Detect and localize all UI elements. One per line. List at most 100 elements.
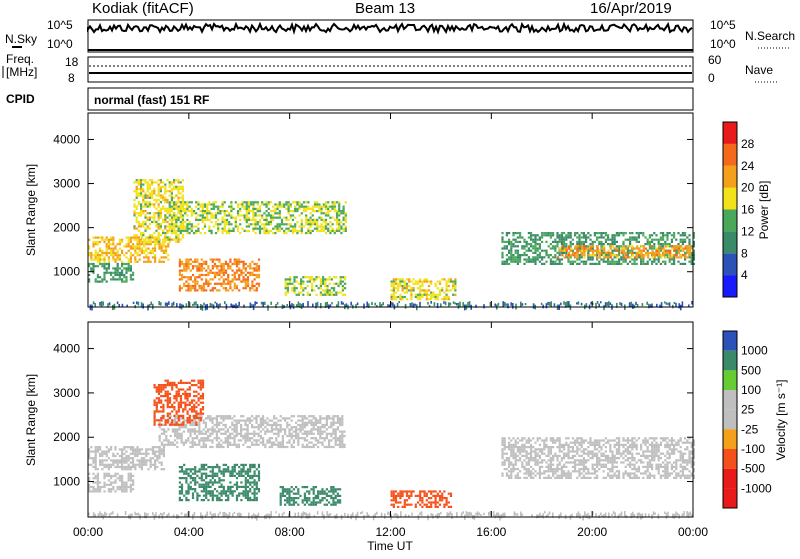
- range-gate-cell: [136, 448, 138, 450]
- range-gate-cell: [186, 228, 188, 230]
- range-gate-cell: [207, 267, 209, 269]
- range-gate-cell: [530, 245, 532, 247]
- range-gate-cell: [147, 201, 149, 203]
- range-gate-cell: [338, 210, 340, 212]
- range-gate-cell: [119, 475, 121, 477]
- range-gate-cell: [136, 451, 138, 453]
- range-gate-cell: [188, 492, 190, 494]
- range-gate-cell: [293, 497, 295, 499]
- range-gate-cell: [103, 490, 105, 492]
- range-gate-cell: [171, 421, 173, 423]
- range-gate-cell: [173, 214, 175, 216]
- range-gate-cell: [625, 252, 627, 254]
- range-gate-cell: [570, 234, 572, 236]
- range-gate-cell: [421, 285, 423, 287]
- range-gate-cell: [240, 281, 242, 283]
- range-gate-cell: [160, 223, 162, 225]
- range-gate-cell: [344, 278, 346, 280]
- range-gate-cell: [397, 296, 399, 298]
- range-gate-cell: [203, 490, 205, 492]
- range-gate-cell: [112, 464, 114, 466]
- ground-scatter-cell: [398, 301, 400, 303]
- range-gate-cell: [232, 263, 234, 265]
- range-gate-cell: [134, 261, 136, 263]
- range-gate-cell: [193, 406, 195, 408]
- range-gate-cell: [583, 263, 585, 265]
- range-gate-cell: [321, 417, 323, 419]
- range-gate-cell: [634, 248, 636, 250]
- range-gate-cell: [150, 459, 152, 461]
- range-gate-cell: [636, 241, 638, 243]
- range-gate-cell: [528, 256, 530, 258]
- range-gate-cell: [641, 252, 643, 254]
- range-gate-cell: [106, 453, 108, 455]
- range-gate-cell: [592, 258, 594, 260]
- range-gate-cell: [568, 245, 570, 247]
- range-gate-cell: [194, 289, 196, 291]
- ground-scatter-cell: [264, 302, 266, 305]
- ground-scatter-cell: [147, 305, 149, 311]
- range-gate-cell: [110, 254, 112, 256]
- range-gate-cell: [201, 468, 203, 470]
- range-gate-cell: [590, 245, 592, 247]
- range-gate-cell: [177, 181, 179, 183]
- range-gate-cell: [130, 457, 132, 459]
- range-gate-cell: [280, 504, 282, 506]
- range-gate-cell: [227, 267, 229, 269]
- range-gate-cell: [556, 243, 558, 245]
- range-gate-cell: [402, 289, 404, 291]
- range-gate-cell: [255, 439, 257, 441]
- range-gate-cell: [136, 241, 138, 243]
- range-gate-cell: [132, 475, 134, 477]
- range-gate-cell: [103, 274, 105, 276]
- range-gate-cell: [121, 477, 123, 479]
- range-gate-cell: [304, 422, 306, 424]
- range-gate-cell: [232, 495, 234, 497]
- range-gate-cell: [254, 278, 256, 280]
- range-gate-cell: [175, 230, 177, 232]
- range-gate-cell: [175, 186, 177, 188]
- range-gate-cell: [243, 470, 245, 472]
- range-gate-cell: [578, 236, 580, 238]
- range-gate-cell: [316, 206, 318, 208]
- range-gate-cell: [92, 466, 94, 468]
- range-gate-cell: [334, 201, 336, 203]
- range-gate-cell: [296, 221, 298, 223]
- range-gate-cell: [221, 492, 223, 494]
- range-gate-cell: [227, 281, 229, 283]
- range-gate-cell: [421, 296, 423, 298]
- range-gate-cell: [140, 212, 142, 214]
- range-gate-cell: [143, 462, 145, 464]
- range-gate-cell: [275, 433, 277, 435]
- range-gate-cell: [169, 236, 171, 238]
- range-gate-cell: [205, 497, 207, 499]
- range-gate-cell: [292, 230, 294, 232]
- range-gate-cell: [271, 426, 273, 428]
- range-gate-cell: [338, 228, 340, 230]
- range-gate-cell: [130, 473, 132, 475]
- range-gate-cell: [290, 230, 292, 232]
- range-gate-cell: [144, 195, 146, 197]
- range-gate-cell: [266, 201, 268, 203]
- range-gate-cell: [248, 203, 250, 205]
- range-gate-cell: [243, 486, 245, 488]
- range-gate-cell: [240, 470, 242, 472]
- range-gate-cell: [345, 225, 347, 227]
- range-gate-cell: [114, 490, 116, 492]
- range-gate-cell: [221, 276, 223, 278]
- range-gate-cell: [556, 236, 558, 238]
- ground-scatter-cell: [443, 301, 445, 304]
- range-gate-cell: [316, 221, 318, 223]
- range-gate-cell: [177, 225, 179, 227]
- range-gate-cell: [395, 296, 397, 298]
- range-gate-cell: [237, 212, 239, 214]
- range-gate-cell: [173, 382, 175, 384]
- range-gate-cell: [599, 250, 601, 252]
- range-gate-cell: [185, 497, 187, 499]
- range-gate-cell: [235, 201, 237, 203]
- range-gate-cell: [128, 237, 130, 239]
- power-ylabel: Slant Range [km]: [24, 164, 38, 256]
- range-gate-cell: [256, 468, 258, 470]
- range-gate-cell: [647, 239, 649, 241]
- range-gate-cell: [106, 451, 108, 453]
